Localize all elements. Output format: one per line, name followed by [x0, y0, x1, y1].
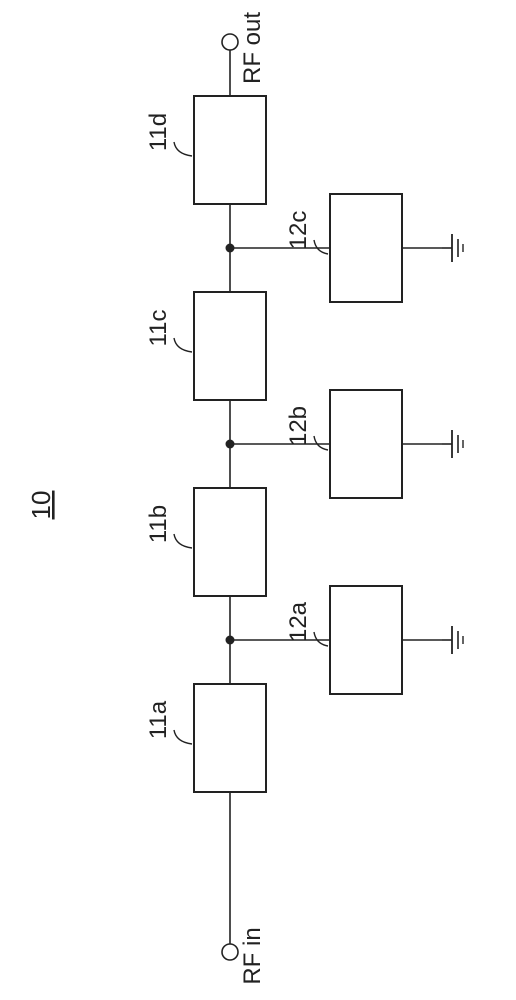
series-block — [194, 488, 266, 596]
diagram-title: 10 — [26, 491, 56, 520]
shunt-label: 12b — [285, 406, 312, 446]
label-lead-icon — [174, 142, 192, 156]
label-lead-icon — [174, 730, 192, 744]
shunt-block — [330, 194, 402, 302]
series-label: 11b — [145, 505, 172, 543]
shunt-label: 12c — [285, 211, 312, 250]
shunt-label: 12a — [285, 601, 312, 642]
rf-in-label: RF in — [239, 927, 266, 984]
label-lead-icon — [174, 534, 192, 548]
rf-out-port-icon — [222, 34, 238, 50]
label-lead-icon — [314, 240, 328, 254]
series-block — [194, 684, 266, 792]
series-label: 11d — [145, 113, 172, 151]
shunt-block — [330, 586, 402, 694]
rf-out-label: RF out — [239, 12, 266, 84]
series-label: 11a — [145, 700, 172, 739]
shunt-block — [330, 390, 402, 498]
series-label: 11c — [145, 310, 172, 347]
label-lead-icon — [174, 338, 192, 352]
label-lead-icon — [314, 436, 328, 450]
label-lead-icon — [314, 632, 328, 646]
series-block — [194, 96, 266, 204]
series-block — [194, 292, 266, 400]
rf-in-port-icon — [222, 944, 238, 960]
